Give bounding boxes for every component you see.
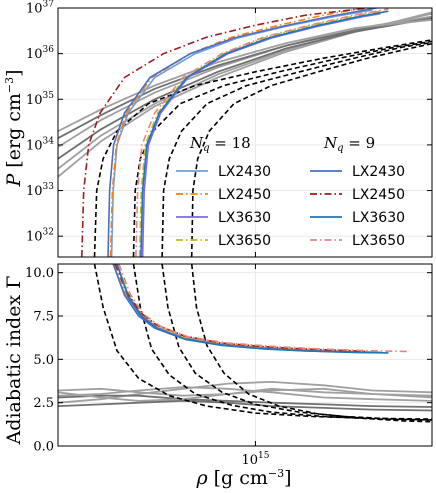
legend-group-header: Nq = 9 (323, 134, 375, 154)
lx2430-nq9-line (112, 264, 377, 354)
legend-label: LX3630 (218, 210, 271, 226)
pressure-ytick-label: 1034 (26, 136, 54, 153)
adiabatic-ytick-label: 10.0 (25, 266, 54, 281)
lx3650-nq9-line (118, 264, 410, 353)
lx2450-nq18-line (109, 8, 364, 257)
pressure-ytick-label: 1036 (26, 45, 54, 62)
legend: Nq = 18 LX2430 LX2450 LX3630 LX3650 Nq = 9 LX2… (176, 134, 405, 249)
lx2430-nq9-line (107, 8, 377, 257)
adiabatic-ytick-label: 0.0 (33, 440, 54, 455)
nuclear-line (161, 41, 432, 257)
density-axis-label: ρ [g cm−3] (195, 467, 291, 489)
pressure-ytick-label: 1035 (26, 91, 54, 108)
nuclear-line (93, 264, 432, 420)
adiabatic-ytick-label: 2.5 (33, 396, 54, 411)
pressure-ytick-label: 1033 (26, 182, 54, 199)
lx3650-nq9-line (135, 8, 389, 257)
lx3630-nq18-line (141, 12, 381, 257)
lx3630-nq18-line (116, 264, 381, 354)
lx3630-nq9-line (140, 10, 389, 257)
pressure-frame (57, 7, 433, 258)
lx2430-nq18-line (112, 264, 373, 354)
hadronic-line (58, 399, 432, 412)
density-xtick-label: 1015 (241, 451, 269, 468)
legend-group-header: Nq = 18 (189, 134, 251, 154)
hadronic-line (58, 386, 432, 402)
legend-label: LX3650 (218, 233, 271, 249)
hadronic-line (58, 394, 432, 408)
adiabatic-ytick-label: 5.0 (33, 353, 54, 368)
nuclear-line (190, 264, 432, 423)
pressure-series (58, 8, 432, 257)
lx2450-nq9-line (81, 8, 369, 257)
lx3630-nq9-line (116, 264, 389, 354)
adiabatic-index-panel: 0.0 2.5 5.0 7.5 10.0 (25, 263, 433, 455)
legend-label: LX3650 (352, 233, 405, 249)
pressure-ytick-label: 1032 (26, 228, 54, 245)
nuclear-line (132, 40, 432, 257)
legend-label: LX3630 (352, 210, 405, 226)
lx2450-nq18-line (112, 264, 364, 353)
adiabatic-series (58, 264, 432, 423)
hadronic-line (58, 17, 432, 160)
lx3650-nq18-line (138, 10, 381, 257)
hadronic-line (58, 11, 432, 178)
nuclear-line (190, 42, 432, 257)
adiabatic-index-axis-label: Adiabatic index Γ (3, 276, 25, 446)
legend-label: LX2450 (218, 187, 271, 203)
hadronic-line (58, 380, 432, 404)
legend-label: LX2430 (218, 164, 271, 180)
adiabatic-ytick-label: 7.5 (33, 310, 54, 325)
legend-label: LX2430 (352, 164, 405, 180)
nuclear-line (161, 264, 432, 421)
pressure-panel: 1032 1033 1034 1035 1036 1037 (26, 0, 433, 258)
lx2450-nq9-line (114, 264, 369, 353)
nuclear-line (132, 264, 432, 421)
lx3650-nq18-line (116, 264, 381, 353)
adiabatic-frame (57, 263, 433, 447)
pressure-ytick-label: 1037 (26, 0, 54, 17)
pressure-axis-label: P [erg cm−3] (3, 69, 25, 187)
hadronic-line (58, 17, 432, 139)
hadronic-line (58, 18, 432, 133)
legend-label: LX2450 (352, 187, 405, 203)
